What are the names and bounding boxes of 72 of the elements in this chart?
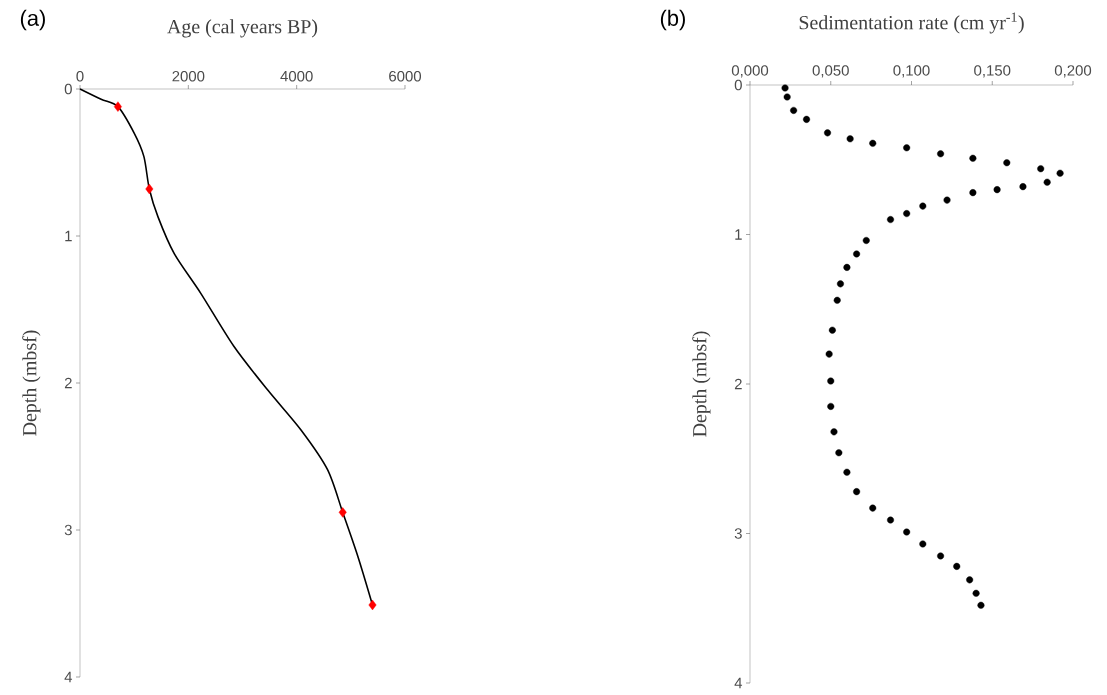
point (869, 139, 877, 147)
x-tick-label: 0,200 (1054, 65, 1092, 78)
point (966, 576, 974, 584)
point (827, 377, 835, 385)
point (113, 101, 122, 112)
point (1019, 183, 1027, 191)
point (783, 93, 791, 101)
y-tick-label: 0 (64, 83, 72, 95)
point (781, 84, 789, 92)
point (368, 599, 377, 611)
point (903, 144, 911, 152)
y-tick-label: 0 (734, 79, 742, 91)
y-tick-label: 4 (734, 677, 743, 689)
point (846, 135, 854, 143)
point (887, 516, 894, 524)
point (833, 296, 841, 304)
point (145, 183, 154, 195)
point (903, 210, 911, 218)
x-tick-label: 0,050 (812, 65, 849, 78)
point (843, 263, 851, 271)
point (937, 552, 945, 560)
point (836, 280, 844, 288)
point (862, 236, 870, 244)
y-axis-title: Depth (mbsf) (22, 330, 41, 436)
y-tick-label: 3 (734, 528, 742, 539)
point (827, 402, 835, 410)
point (830, 428, 838, 436)
point (843, 468, 851, 476)
point (887, 216, 894, 224)
point (1037, 165, 1045, 173)
text: (a) (20, 9, 45, 31)
x-tick-label: 6000 (389, 70, 422, 82)
point (953, 562, 961, 570)
point (919, 202, 927, 210)
x-tick-label: 2000 (172, 70, 205, 82)
x-axis-title: Age (cal years BP) (167, 19, 318, 38)
y-tick-label: 1 (735, 229, 742, 240)
point (937, 150, 945, 158)
x-tick-label: 0 (76, 70, 84, 82)
point (835, 449, 843, 457)
y-tick-label: 3 (64, 524, 72, 536)
point (972, 589, 980, 597)
point (828, 326, 836, 334)
y-tick-label: 1 (65, 230, 72, 242)
point (943, 196, 951, 204)
y-tick-label: 4 (64, 671, 73, 683)
point (1056, 169, 1064, 177)
point (969, 189, 977, 197)
y-axis-title: Depth (mbsf) (692, 331, 711, 437)
text: (b) (660, 9, 685, 31)
point (825, 350, 833, 358)
x-tick-label: 0,000 (731, 65, 769, 78)
point (824, 129, 832, 137)
point (853, 488, 861, 496)
point (903, 528, 911, 536)
point (338, 507, 347, 518)
point (977, 601, 985, 609)
point (803, 115, 811, 123)
point (869, 504, 877, 512)
point (993, 186, 1001, 194)
x-axis-title: Sedimentation rate (cm yr$^{-1}$) (799, 12, 1024, 34)
point (1043, 178, 1051, 186)
point (790, 106, 798, 114)
point (969, 154, 977, 162)
y-tick-label: 2 (734, 378, 742, 390)
x-tick-label: 0,100 (893, 65, 930, 78)
point (853, 250, 861, 258)
point (1003, 159, 1011, 167)
x-tick-label: 4000 (280, 70, 313, 82)
y-tick-label: 2 (64, 377, 72, 389)
x-tick-label: 0,150 (974, 65, 1011, 78)
point (919, 540, 927, 548)
